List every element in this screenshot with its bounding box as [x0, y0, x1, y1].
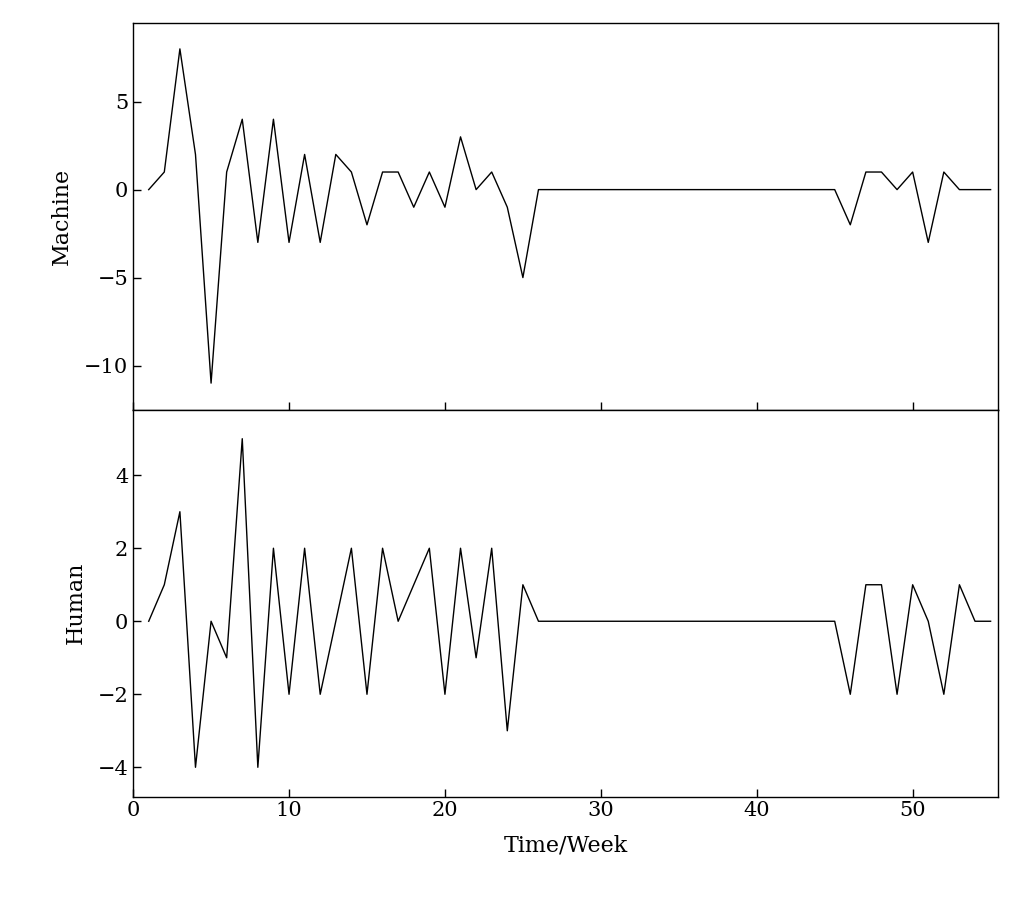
Y-axis label: Machine: Machine	[51, 167, 73, 265]
Y-axis label: Human: Human	[65, 562, 86, 644]
X-axis label: Time/Week: Time/Week	[504, 834, 628, 856]
